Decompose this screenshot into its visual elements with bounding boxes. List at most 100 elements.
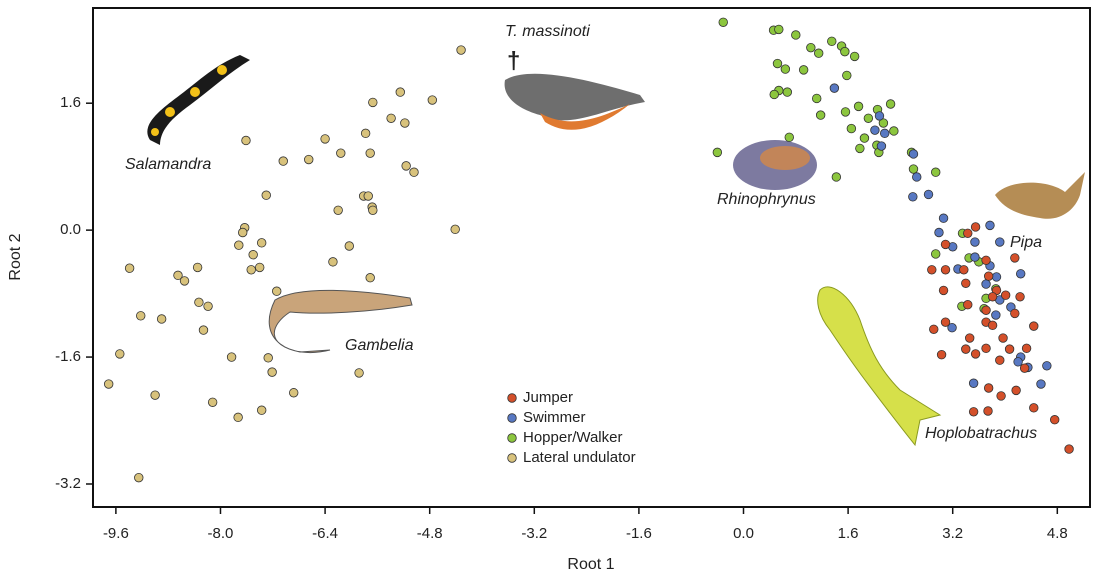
point <box>366 149 375 158</box>
point <box>1037 380 1046 389</box>
point <box>880 129 889 138</box>
salamander-drawing <box>147 55 250 145</box>
point <box>992 311 1001 320</box>
point <box>832 173 841 182</box>
annotation: Rhinophrynus <box>717 191 816 208</box>
point <box>783 88 792 97</box>
point <box>961 279 970 288</box>
point <box>208 398 217 407</box>
point <box>428 96 437 105</box>
point <box>992 273 1001 282</box>
point <box>151 391 160 400</box>
point <box>242 136 251 145</box>
y-tick-label: -3.2 <box>55 475 81 492</box>
point <box>785 133 794 142</box>
point <box>860 134 869 143</box>
point <box>988 321 997 330</box>
point <box>827 37 836 46</box>
point <box>1011 254 1020 263</box>
x-tick-label: 1.6 <box>838 525 859 542</box>
point <box>1005 345 1014 354</box>
point <box>204 302 213 311</box>
point <box>136 312 145 321</box>
point <box>193 263 202 272</box>
annotation: Pipa <box>1010 234 1042 251</box>
point <box>329 258 338 267</box>
spot <box>165 107 175 117</box>
spot <box>151 128 159 136</box>
point <box>792 31 801 40</box>
point <box>841 47 850 56</box>
annotation: T. massinoti <box>505 23 590 40</box>
point <box>929 325 938 334</box>
point <box>886 100 895 109</box>
point <box>995 356 1004 365</box>
legend-marker <box>508 434 517 443</box>
point <box>875 112 884 121</box>
point <box>773 59 782 68</box>
point <box>939 286 948 295</box>
point <box>195 298 204 307</box>
point <box>963 229 972 238</box>
point <box>982 306 991 315</box>
point <box>982 344 991 353</box>
point <box>971 223 980 232</box>
point <box>807 43 816 52</box>
y-tick-label: 1.6 <box>60 94 81 111</box>
point <box>262 191 271 200</box>
point <box>334 206 343 215</box>
point <box>999 334 1008 343</box>
legend-marker <box>508 394 517 403</box>
point <box>1016 292 1025 301</box>
point <box>960 265 969 274</box>
point <box>396 88 405 97</box>
point <box>247 265 256 274</box>
point <box>816 111 825 120</box>
point <box>935 228 944 237</box>
frog-drawing <box>818 287 940 445</box>
x-tick-label: -4.8 <box>417 525 443 542</box>
point <box>719 18 728 27</box>
point <box>355 369 364 378</box>
illustrations <box>147 55 1085 445</box>
point <box>1014 358 1023 367</box>
point <box>984 272 993 281</box>
x-tick-label: -1.6 <box>626 525 652 542</box>
point <box>961 345 970 354</box>
point <box>1022 344 1031 353</box>
legend-marker <box>508 414 517 423</box>
point <box>369 98 378 107</box>
point <box>982 256 991 265</box>
point <box>1050 415 1059 424</box>
point <box>864 114 873 123</box>
x-tick-label: -9.6 <box>103 525 129 542</box>
point <box>234 241 243 250</box>
point <box>770 90 779 99</box>
legend-label: Jumper <box>523 389 573 406</box>
x-tick-label: -6.4 <box>312 525 338 542</box>
x-tick-label: 4.8 <box>1047 525 1068 542</box>
y-tick-label: 0.0 <box>60 221 81 238</box>
point <box>249 250 258 259</box>
point <box>931 250 940 259</box>
point <box>775 25 784 34</box>
point <box>856 144 865 153</box>
point <box>268 368 277 377</box>
point <box>157 315 166 324</box>
point <box>969 379 978 388</box>
x-tick-label: 3.2 <box>942 525 963 542</box>
point <box>939 214 948 223</box>
point <box>304 155 313 164</box>
legend-label: Swimmer <box>523 409 586 426</box>
x-tick-label: -3.2 <box>521 525 547 542</box>
point <box>909 165 918 174</box>
point <box>1029 404 1038 413</box>
point <box>969 408 978 417</box>
x-axis-label: Root 1 <box>567 556 614 573</box>
point <box>931 168 940 177</box>
annotation: Gambelia <box>345 337 414 354</box>
point <box>1020 364 1029 373</box>
point <box>986 221 995 230</box>
point <box>909 150 918 159</box>
point <box>941 240 950 249</box>
